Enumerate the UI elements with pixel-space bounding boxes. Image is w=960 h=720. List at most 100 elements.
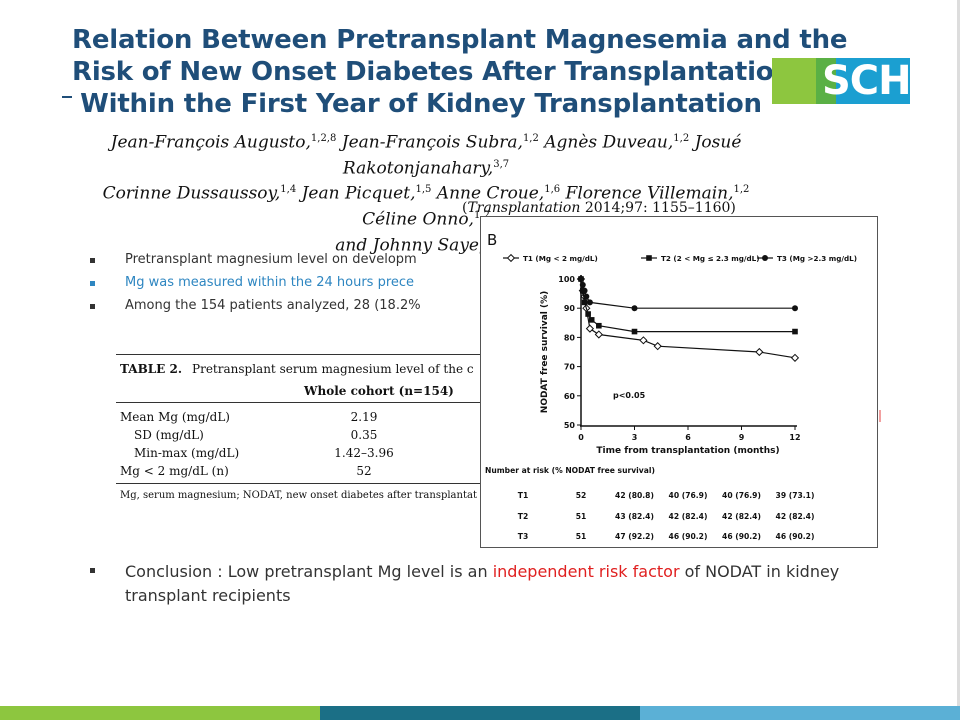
logo-green-stripe [816,58,836,104]
risk-cell: 40 (76.9) [722,491,761,500]
risk-cell: 39 (73.1) [776,491,815,500]
data-point [581,299,588,306]
author-name: and Johnny Sayegh [335,235,501,256]
author-affiliation: 1,2,8 [310,133,337,144]
risk-cell: 46 (90.2) [669,532,708,541]
table-rule [116,483,486,484]
conclusion-text: Conclusion : Low pretransplant Mg level … [125,560,905,608]
panel-label: B [487,231,497,249]
survival-figure: B T1 (Mg < 2 mg/dL) T2 (2 < Mg ≤ 2.3 mg/d… [480,216,878,548]
bullet-text: Mg was measured within the 24 hours prec… [125,275,415,290]
bottom-bar-teal [320,706,640,720]
x-tick-label: 12 [789,433,800,442]
table-row-value: 0.35 [350,428,378,442]
sch-logo: SCH [772,58,912,104]
author-name: Florence Villemain, [560,183,734,204]
paper-title-line: Within the First Year of Kidney Transpla… [80,89,762,119]
x-tick-label: 9 [739,433,745,442]
author-name: Céline Onno, [362,209,474,230]
data-point [631,305,638,312]
bullet-square-icon [90,281,95,286]
dash-mark [62,96,72,98]
author-name: Jean-François Subra, [336,132,523,153]
paper-title: Relation Between Pretransplant Magnesemi… [72,24,848,120]
survival-chart: B T1 (Mg < 2 mg/dL) T2 (2 < Mg ≤ 2.3 mg/d… [485,231,857,541]
bullet-item: Mg was measured within the 24 hours prec… [90,275,530,298]
table-caption-text: Pretransplant serum magnesium level of t… [192,362,474,376]
table-row: Min-max (mg/dL) 1.42–3.96 [120,446,486,462]
y-tick-label: 80 [564,333,576,342]
author-list: Jean-François Augusto,1,2,8 Jean-Françoi… [86,128,766,256]
series-circle [578,276,798,312]
bullet-square-icon [90,258,95,263]
data-point [792,328,798,335]
paper-title-line: Risk of New Onset Diabetes After Transpl… [72,57,792,87]
risk-cell: 51 [576,532,587,541]
data-point [581,287,588,294]
author-affiliation: 3,7 [493,158,510,170]
table-row-value: 1.42–3.96 [334,446,394,460]
author-affiliation: 1,4 [280,184,297,196]
data-point [594,330,603,339]
table-2: TABLE 2. Pretransplant serum magnesium le… [116,352,486,504]
chart-plot [576,274,800,362]
legend-label: T3 (Mg >2.3 mg/dL) [777,254,857,263]
table-row: SD (mg/dL) 0.35 [120,428,486,444]
bullet-square-icon [90,568,95,573]
bullet-text: Among the 154 patients analyzed, 28 (18.… [125,298,421,313]
paper-title-line: Relation Between Pretransplant Magnesemi… [72,25,848,55]
risk-cell: 51 [576,512,587,521]
table-row-value: 52 [356,464,372,478]
table-label: TABLE 2. [120,362,183,376]
table-row-value: 2.19 [350,410,378,424]
author-name: Anne Croue, [431,183,545,204]
data-point [792,305,798,312]
author-affiliation: 1,6 [544,184,561,196]
author-affiliation: 1,5 [415,184,432,196]
author-affiliation: 1,2 [474,210,490,221]
x-tick-label: 6 [685,433,691,442]
table-caption: TABLE 2. Pretransplant serum magnesium le… [120,362,474,376]
risk-cell: 43 (82.4) [615,512,654,521]
author-line: Corinne Dussaussoy,1,4 Jean Picquet,1,5 … [86,179,766,230]
data-point [506,253,516,263]
table-rule [116,402,486,403]
red-mark [879,410,881,422]
risk-group-label: T3 [518,532,528,541]
y-axis-label: NODAT free survival (%) [540,291,550,413]
table-row-label: Mg < 2 mg/dL (n) [120,464,229,478]
conclusion-highlight: independent risk factor [492,562,680,581]
data-point [762,255,768,261]
data-point [588,317,595,323]
authors-box: Jean-François Augusto,1,2,8 Jean-Françoi… [86,118,766,255]
y-tick-label: 90 [564,304,576,313]
risk-group-label: T1 [518,491,528,500]
y-tick-label: 60 [564,392,576,401]
data-point [585,324,595,333]
chart-axes: 50 60 70 80 90 100 0 3 6 9 12 Time from transplanta… [540,275,801,456]
y-tick-label: 100 [558,275,575,284]
series-line [580,278,795,309]
logo-text: SCH [822,58,912,104]
bottom-bar [0,706,960,720]
author-line: Jean-François Augusto,1,2,8 Jean-Françoi… [86,128,766,179]
data-point [755,347,764,357]
risk-cell: 40 (76.9) [669,491,708,500]
bottom-bar-green [0,706,320,720]
data-point [631,328,638,335]
x-tick-label: 3 [632,433,638,442]
author-affiliation: 1,2 [733,184,750,196]
author-affiliation: 1,2 [673,133,690,144]
risk-cell: 46 (90.2) [776,532,815,541]
citation: (Transplantation 2014;97: 1155–1160) [462,200,736,216]
bullet-item: Pretransplant magnesium level on develop… [90,252,530,275]
author-affiliation: 1,2 [522,133,539,144]
legend-label: T2 (2 < Mg ≤ 2.3 mg/dL) [661,254,760,263]
citation-journal: Transplantation [467,200,581,216]
data-point [583,293,590,300]
chart-legend: T1 (Mg < 2 mg/dL) T2 (2 < Mg ≤ 2.3 mg/dL)… [503,253,857,263]
risk-cell: 42 (82.4) [776,512,815,521]
series-line [580,278,796,359]
table-row-label: Mean Mg (mg/dL) [120,410,230,424]
